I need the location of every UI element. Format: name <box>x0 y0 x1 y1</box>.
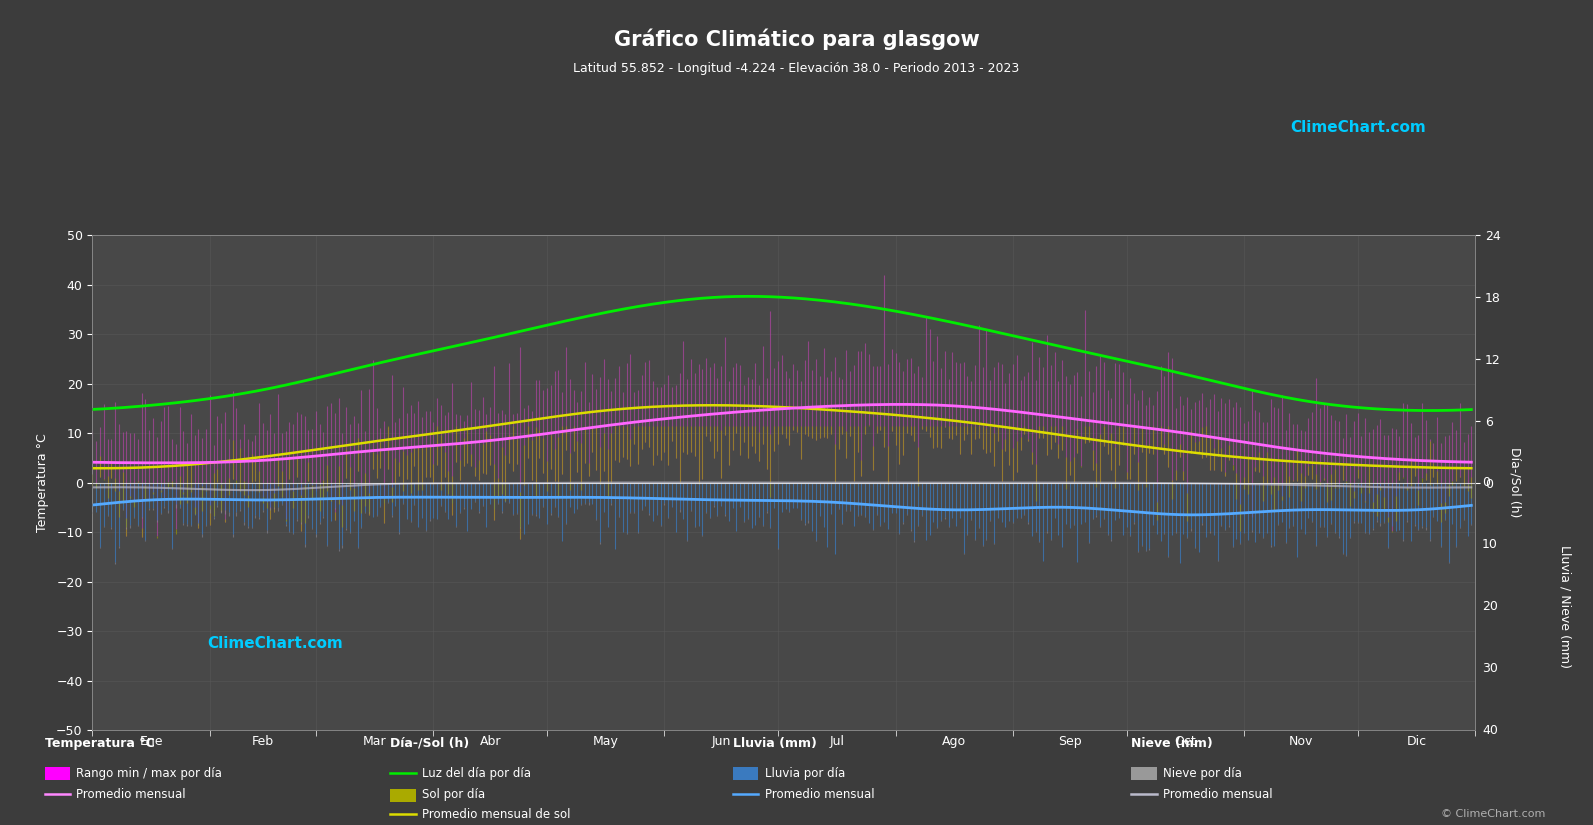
Text: 20: 20 <box>1481 600 1497 613</box>
Text: 10: 10 <box>1481 538 1497 551</box>
Text: Temperatura °C: Temperatura °C <box>45 737 155 750</box>
Text: Luz del día por día: Luz del día por día <box>422 766 530 780</box>
Text: Gráfico Climático para glasgow: Gráfico Climático para glasgow <box>613 29 980 50</box>
Y-axis label: Temperatura °C: Temperatura °C <box>37 433 49 532</box>
Text: Día-/Sol (h): Día-/Sol (h) <box>390 737 470 750</box>
Text: 30: 30 <box>1481 662 1497 675</box>
Y-axis label: Día-/Sol (h): Día-/Sol (h) <box>1509 447 1521 518</box>
Text: Promedio mensual: Promedio mensual <box>76 788 186 801</box>
Text: Promedio mensual: Promedio mensual <box>765 788 875 801</box>
Text: Nieve (mm): Nieve (mm) <box>1131 737 1212 750</box>
Text: © ClimeChart.com: © ClimeChart.com <box>1440 808 1545 818</box>
Text: Rango min / max por día: Rango min / max por día <box>76 766 223 780</box>
Text: Lluvia por día: Lluvia por día <box>765 766 844 780</box>
Text: Promedio mensual de sol: Promedio mensual de sol <box>422 808 570 821</box>
Text: 0: 0 <box>1481 476 1489 489</box>
Text: Sol por día: Sol por día <box>422 788 486 801</box>
Text: Lluvia (mm): Lluvia (mm) <box>733 737 817 750</box>
Text: Nieve por día: Nieve por día <box>1163 766 1243 780</box>
Text: ClimeChart.com: ClimeChart.com <box>1290 120 1426 135</box>
Text: ClimeChart.com: ClimeChart.com <box>207 636 342 651</box>
Text: Promedio mensual: Promedio mensual <box>1163 788 1273 801</box>
Text: 40: 40 <box>1481 724 1497 737</box>
Text: Latitud 55.852 - Longitud -4.224 - Elevación 38.0 - Periodo 2013 - 2023: Latitud 55.852 - Longitud -4.224 - Eleva… <box>573 62 1020 75</box>
Text: Lluvia / Nieve (mm): Lluvia / Nieve (mm) <box>1558 544 1572 668</box>
